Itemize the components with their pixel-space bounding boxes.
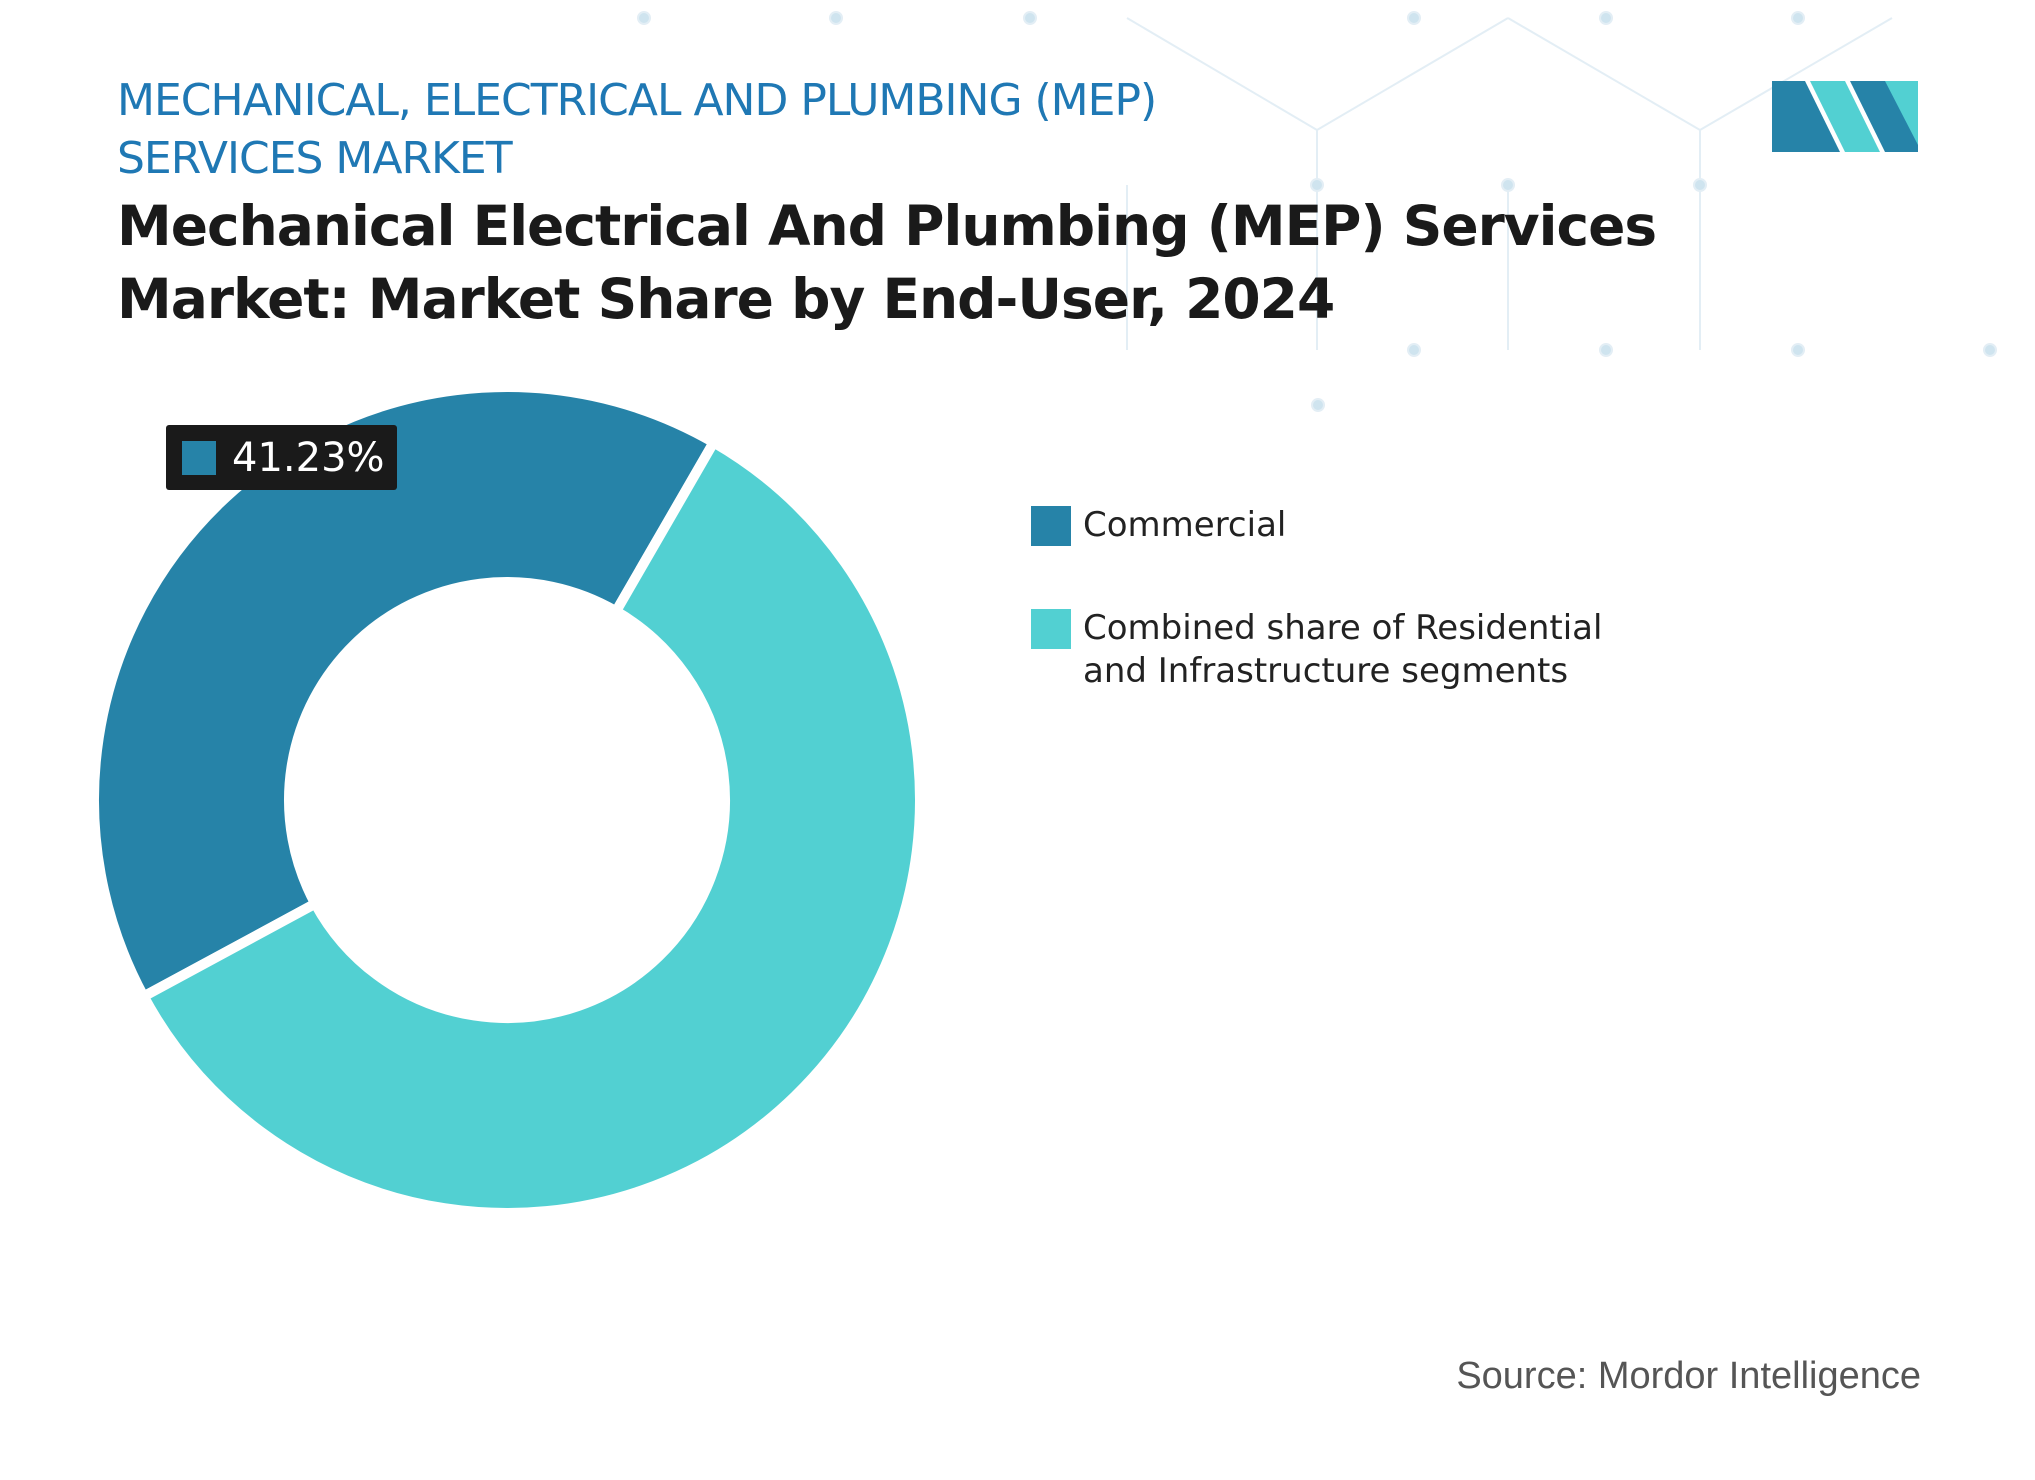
donut-slice xyxy=(89,382,719,1002)
value-label-swatch xyxy=(182,440,216,475)
source: Source: Mordor Intelligence xyxy=(1456,1355,1921,1397)
background-pattern xyxy=(637,11,1997,412)
legend-label: Combined share of Residential and Infras… xyxy=(1083,608,1603,691)
value-label: 41.23% xyxy=(232,434,385,481)
legend-swatch xyxy=(1031,506,1071,546)
value-label-box: 41.23% xyxy=(166,425,397,490)
legend-item: Combined share of Residential and Infras… xyxy=(1031,607,1602,693)
legend-swatch xyxy=(1031,609,1071,649)
donut-slice xyxy=(138,437,925,1218)
logo xyxy=(1772,81,1918,152)
chart-subtitle: MECHANICAL, ELECTRICAL AND PLUMBING (MEP… xyxy=(117,75,1157,184)
chart-title: Mechanical Electrical And Plumbing (MEP)… xyxy=(117,194,1657,331)
legend-item: Commercial xyxy=(1031,504,1286,547)
legend-label: Commercial xyxy=(1083,505,1287,545)
